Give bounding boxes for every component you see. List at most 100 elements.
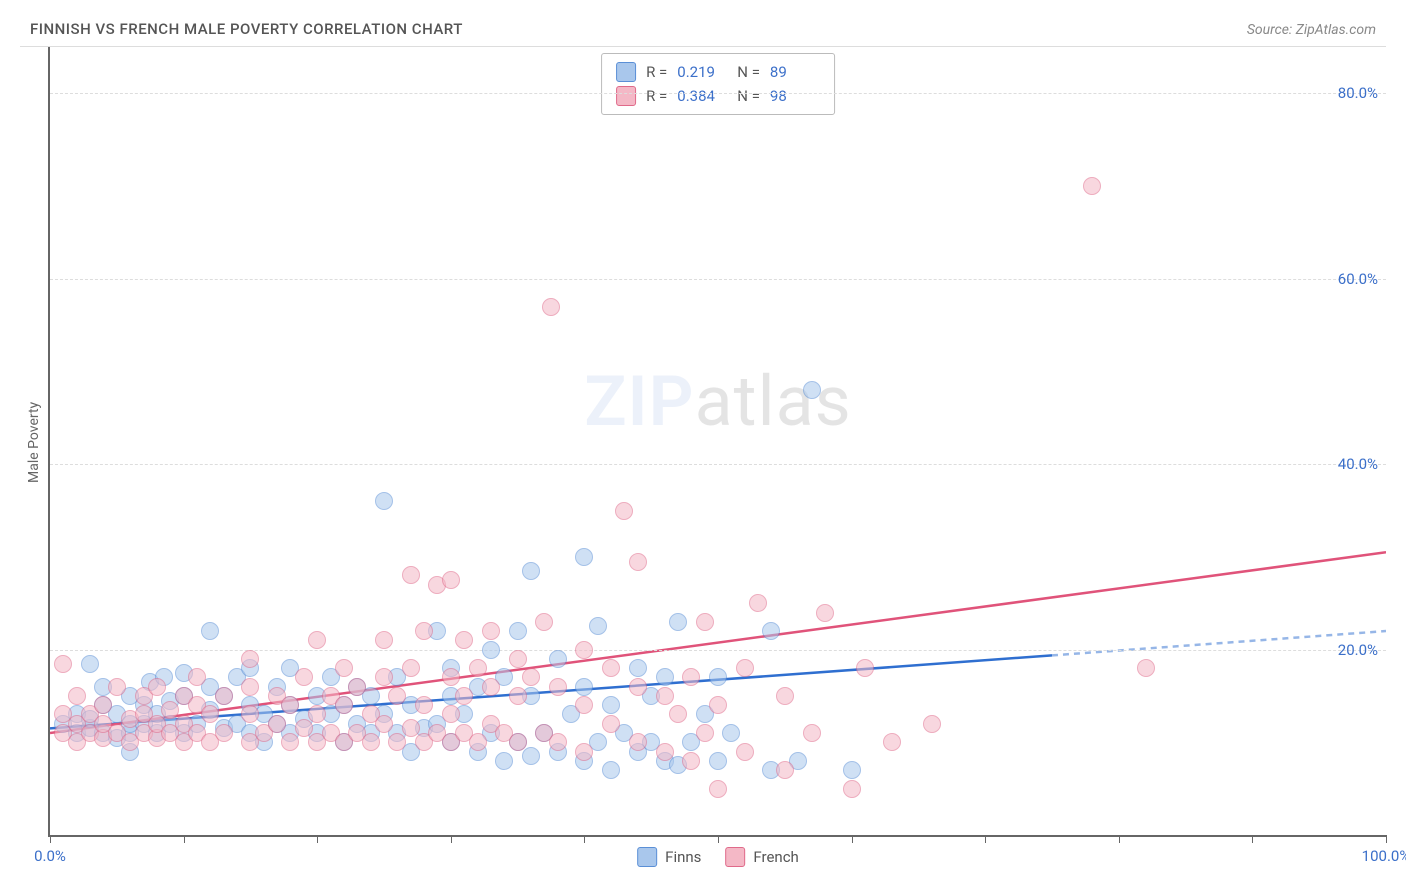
data-point [549, 678, 567, 696]
stats-legend: R = 0.219 N = 89 R =0.384N =98 [601, 53, 835, 115]
data-point [656, 743, 674, 761]
chart-title: FINNISH VS FRENCH MALE POVERTY CORRELATI… [30, 20, 463, 38]
data-point [656, 687, 674, 705]
data-point [495, 752, 513, 770]
x-tick [718, 835, 719, 843]
legend-item: Finns [637, 847, 701, 867]
data-point [602, 696, 620, 714]
data-point [362, 733, 380, 751]
r-value: 0.219 [677, 63, 727, 81]
data-point [442, 705, 460, 723]
data-point [923, 715, 941, 733]
data-point [482, 678, 500, 696]
data-point [281, 696, 299, 714]
x-tick [1119, 835, 1120, 843]
data-point [68, 687, 86, 705]
chart-container: Male Poverty ZIPatlas R = 0.219 N = 89 R =0.… [20, 46, 1386, 837]
data-point [602, 715, 620, 733]
data-point [295, 668, 313, 686]
data-point [629, 733, 647, 751]
data-point [402, 566, 420, 584]
data-point [575, 743, 593, 761]
data-point [629, 659, 647, 677]
data-point [669, 705, 687, 723]
data-point [602, 761, 620, 779]
data-point [522, 668, 540, 686]
x-tick [985, 835, 986, 843]
data-point [308, 631, 326, 649]
data-point [509, 733, 527, 751]
y-tick-label: 20.0% [1338, 641, 1378, 659]
data-point [709, 668, 727, 686]
data-point [709, 752, 727, 770]
x-tick [184, 835, 185, 843]
data-point [549, 650, 567, 668]
data-point [736, 743, 754, 761]
legend-swatch [637, 847, 657, 867]
data-point [388, 733, 406, 751]
x-tick [1252, 835, 1253, 843]
x-tick-label: 0.0% [34, 847, 66, 865]
data-point [442, 571, 460, 589]
data-point [776, 761, 794, 779]
data-point [696, 613, 714, 631]
data-point [94, 696, 112, 714]
data-point [455, 631, 473, 649]
source-attribution: Source: ZipAtlas.com [1247, 22, 1376, 38]
n-value: 89 [770, 63, 820, 81]
data-point [522, 562, 540, 580]
data-point [722, 724, 740, 742]
data-point [762, 622, 780, 640]
y-tick-label: 60.0% [1338, 270, 1378, 288]
data-point [656, 668, 674, 686]
data-point [415, 622, 433, 640]
plot-area: ZIPatlas R =0.219N =89R =0.384N =98 Finn… [48, 47, 1386, 837]
data-point [375, 668, 393, 686]
data-point [535, 613, 553, 631]
data-point [856, 659, 874, 677]
x-tick-label: 100.0% [1362, 847, 1406, 865]
data-point [629, 553, 647, 571]
x-tick [50, 835, 51, 843]
data-point [469, 733, 487, 751]
x-tick [1386, 835, 1387, 843]
data-point [602, 659, 620, 677]
data-point [709, 696, 727, 714]
data-point [455, 687, 473, 705]
data-point [375, 715, 393, 733]
y-axis-label: Male Poverty [20, 47, 48, 837]
data-point [201, 705, 219, 723]
data-point [776, 687, 794, 705]
data-point [81, 655, 99, 673]
data-point [335, 696, 353, 714]
data-point [402, 659, 420, 677]
data-point [388, 687, 406, 705]
data-point [1083, 177, 1101, 195]
legend-swatch [616, 86, 636, 106]
data-point [215, 724, 233, 742]
data-point [348, 678, 366, 696]
legend-row: R =0.384N =98 [616, 84, 820, 108]
data-point [682, 668, 700, 686]
legend-item: French [725, 847, 798, 867]
data-point [375, 631, 393, 649]
n-label: N = [737, 87, 760, 105]
data-point [575, 548, 593, 566]
data-point [241, 650, 259, 668]
x-tick [451, 835, 452, 843]
data-point [469, 659, 487, 677]
watermark: ZIPatlas [584, 361, 852, 443]
data-point [442, 668, 460, 686]
y-tick-label: 40.0% [1338, 455, 1378, 473]
data-point [1137, 659, 1155, 677]
data-point [883, 733, 901, 751]
data-point [575, 641, 593, 659]
data-point [696, 724, 714, 742]
data-point [201, 622, 219, 640]
r-label: R = [646, 87, 667, 105]
data-point [148, 678, 166, 696]
data-point [241, 705, 259, 723]
data-point [575, 696, 593, 714]
data-point [816, 604, 834, 622]
legend-swatch [725, 847, 745, 867]
